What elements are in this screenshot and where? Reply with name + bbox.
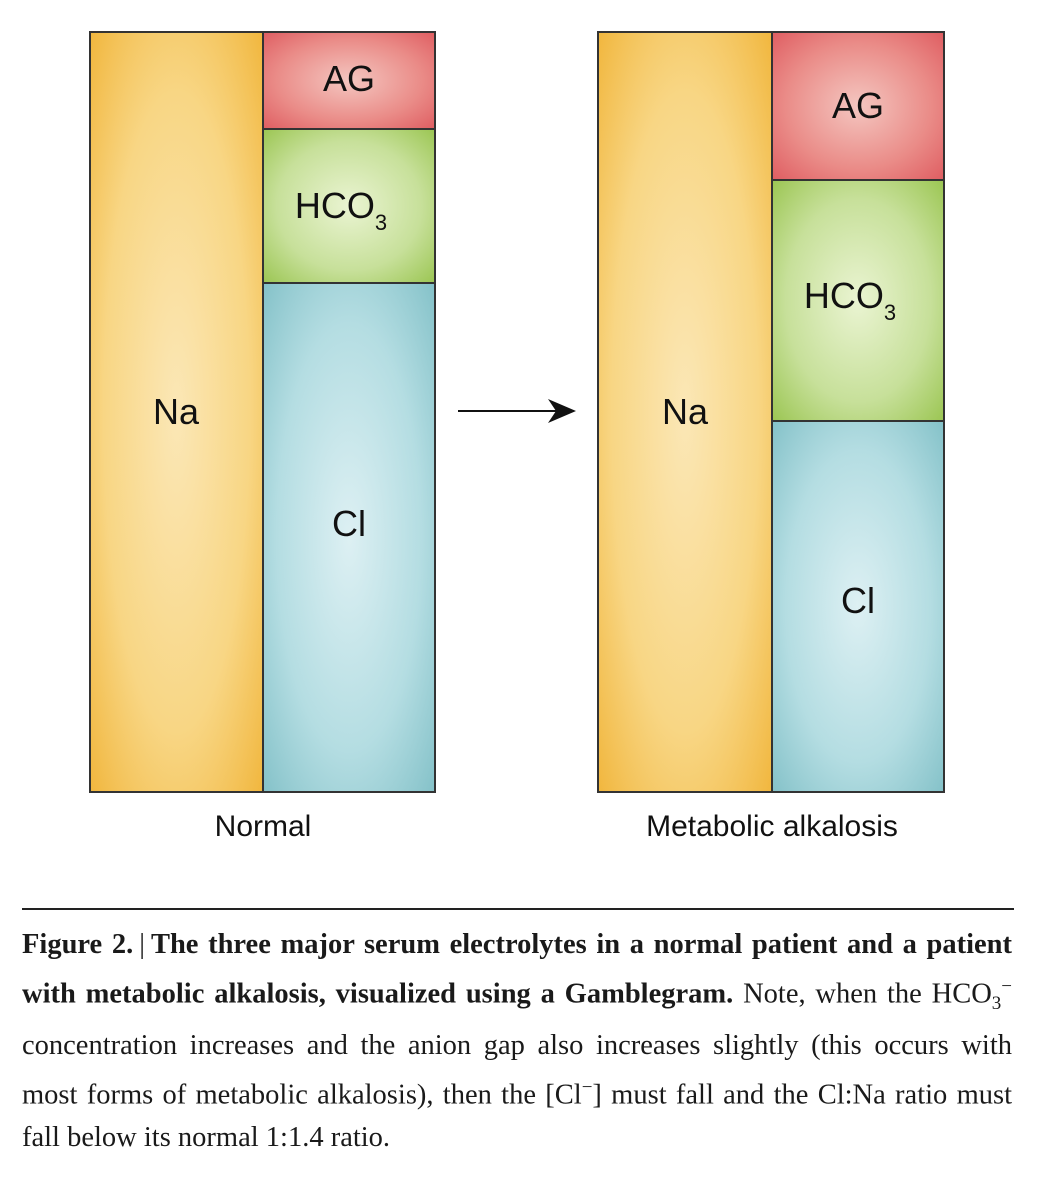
panel-normal: Na AG HCO3 Cl Normal <box>89 31 436 843</box>
gamblegram-diagram: Na AG HCO3 Cl Normal Na AG HCO3 Cl Metab… <box>89 31 945 843</box>
caption-figure-label: Figure 2. <box>22 929 134 960</box>
panel-label-normal: Normal <box>215 810 312 843</box>
na-label-normal: Na <box>153 391 200 432</box>
ag-label-normal: AG <box>323 58 375 99</box>
caption-body-2: concentration increases and the anion ga… <box>22 1030 1012 1111</box>
cl-segment-alkalosis <box>771 420 945 793</box>
figure-caption: Figure 2. | The three major serum electrol… <box>22 924 1012 1159</box>
caption-body-1: Note, when the HCO <box>743 978 992 1010</box>
hco3-label-normal: HCO3 <box>295 185 387 235</box>
caption-body-sup2: − <box>581 1077 593 1099</box>
cl-segment-normal <box>262 282 436 793</box>
hco3-sub-alkalosis: 3 <box>884 300 896 325</box>
panel-metabolic-alkalosis: Na AG HCO3 Cl Metabolic alkalosis <box>597 31 945 843</box>
hco3-segment-normal <box>262 128 436 284</box>
hco3-label-alkalosis: HCO3 <box>804 275 896 325</box>
caption-body-sup: − <box>1001 976 1013 997</box>
caption-title: The three major serum electrolytes in a … <box>22 929 1012 1010</box>
na-bar-alkalosis <box>597 31 773 793</box>
na-bar-normal <box>89 31 264 793</box>
caption-body-3: ] must fall and the Cl:Na ratio must fal… <box>22 1079 1012 1153</box>
ag-segment-normal <box>262 31 436 130</box>
caption-body-sub: 3 <box>991 993 1002 1015</box>
ag-label-alkalosis: AG <box>832 85 884 126</box>
ag-segment-alkalosis <box>771 31 945 181</box>
panel-label-alkalosis: Metabolic alkalosis <box>646 810 898 843</box>
cl-label-normal: Cl <box>332 503 366 544</box>
hco3-main-normal: HCO <box>295 185 375 226</box>
caption-divider <box>22 908 1014 910</box>
hco3-segment-alkalosis <box>771 179 945 422</box>
cl-label-alkalosis: Cl <box>841 580 875 621</box>
hco3-main-alkalosis: HCO <box>804 275 884 316</box>
caption-separator: | <box>139 929 145 960</box>
hco3-sub-normal: 3 <box>375 210 387 235</box>
na-label-alkalosis: Na <box>662 391 709 432</box>
